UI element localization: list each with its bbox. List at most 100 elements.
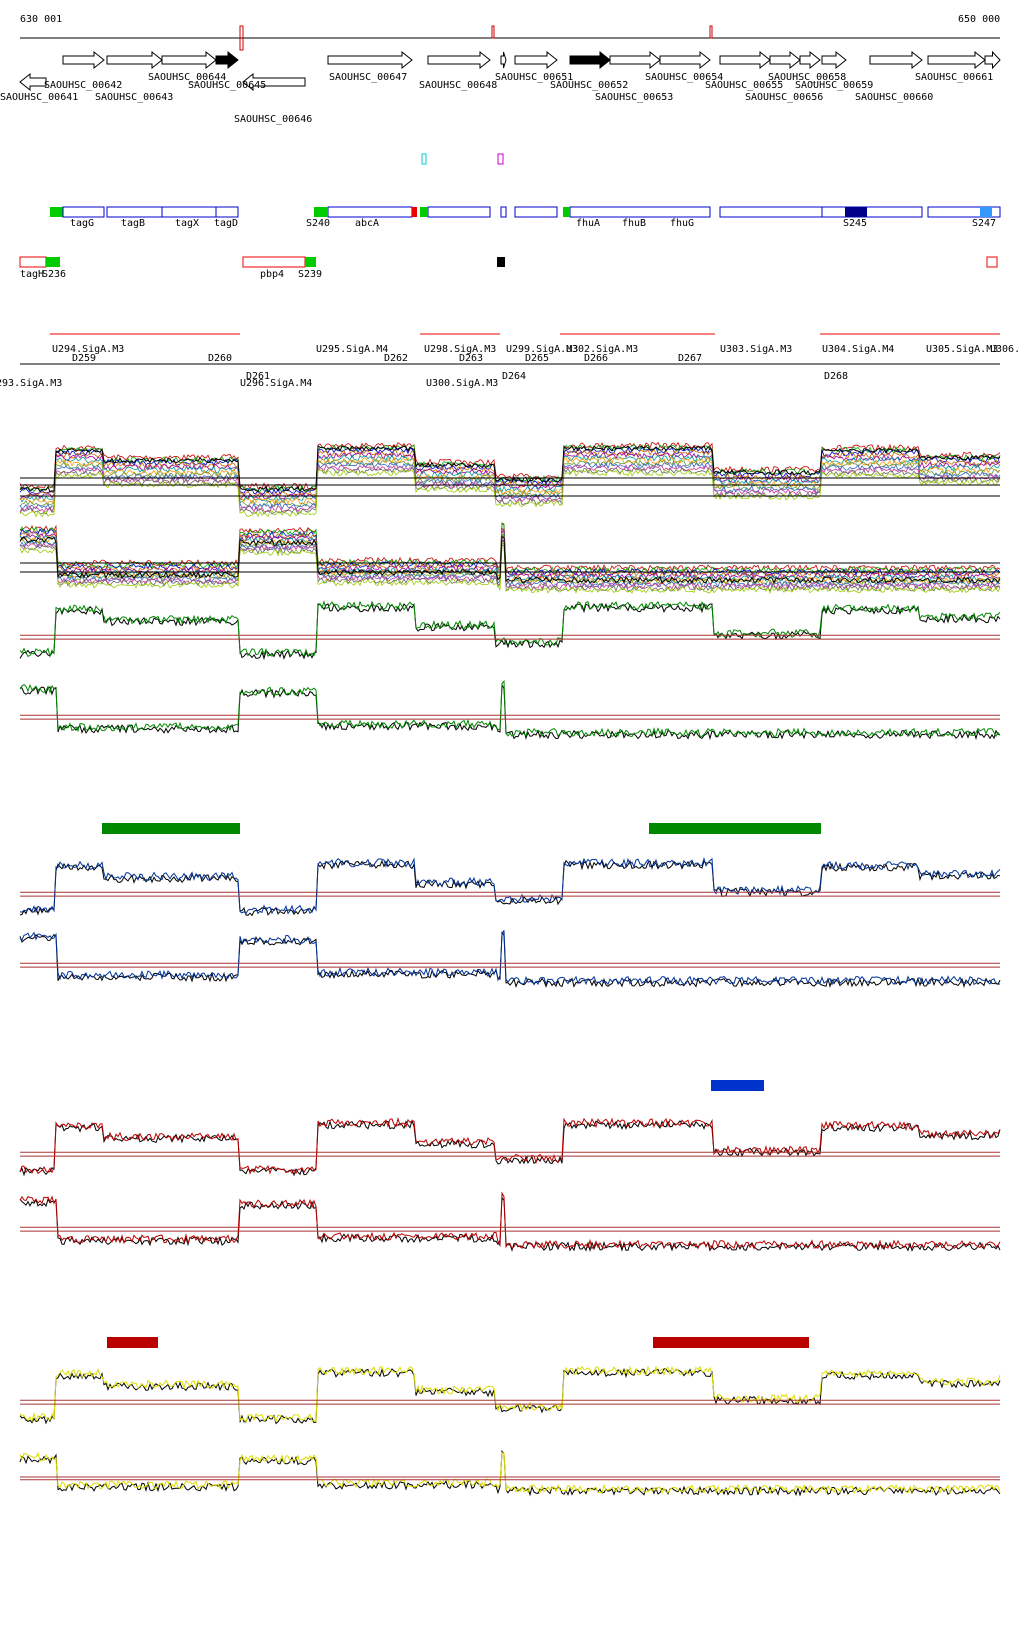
feature-label: fhuG (670, 218, 694, 229)
promoter-label: U293.SigA.M3 (0, 378, 62, 389)
signal-trace (19, 1117, 1001, 1175)
box (50, 207, 63, 217)
gene-arrow (242, 72, 306, 92)
gene-label: SAOUHSC_00642 (44, 80, 122, 91)
feature-label: S236 (42, 269, 66, 280)
feature-label: S245 (843, 218, 867, 229)
gene-label: SAOUHSC_00646 (234, 114, 312, 125)
signal-trace (19, 451, 1001, 500)
gene-label: SAOUHSC_00644 (148, 72, 226, 83)
feature-label: abcA (355, 218, 379, 229)
box (497, 257, 505, 267)
gene-arrow (659, 50, 711, 70)
promoter-label: U300.SigA.M3 (426, 378, 498, 389)
signal-trace (19, 522, 1001, 575)
promoter-label: U306. (990, 344, 1020, 355)
gene-arrow (984, 50, 1001, 70)
box (305, 257, 316, 267)
box (980, 207, 992, 217)
gene-arrow (821, 50, 847, 70)
promoter-label: U294.SigA.M3 (52, 344, 124, 355)
gene-arrow (769, 50, 801, 70)
terminator-label: D268 (824, 371, 848, 382)
feature-label: tagD (214, 218, 238, 229)
feature-label: S240 (306, 218, 330, 229)
promoter-label: U296.SigA.M4 (240, 378, 312, 389)
box (327, 206, 413, 218)
signal-trace (19, 1365, 1001, 1423)
gene-label: SAOUHSC_00641 (0, 92, 78, 103)
gene-track (19, 50, 1001, 92)
terminator-label: D263 (459, 353, 483, 364)
box (719, 206, 847, 218)
box (314, 207, 328, 217)
signal-trace (19, 464, 1001, 513)
gene-arrow (609, 50, 661, 70)
terminator-label: D262 (384, 353, 408, 364)
feature-label: fhuA (576, 218, 600, 229)
box (927, 206, 1001, 218)
marker (421, 153, 427, 165)
bar (649, 823, 821, 834)
gene-label: SAOUHSC_00653 (595, 92, 673, 103)
terminator-label: D264 (502, 371, 526, 382)
promoter-label: U305.SigA.M3 (926, 344, 998, 355)
promoter-label: U295.SigA.M4 (316, 344, 388, 355)
bar (107, 1337, 158, 1348)
gene-arrow (500, 51, 507, 69)
signal-trace (19, 679, 1001, 738)
box (161, 206, 217, 218)
signal-trace (19, 441, 1001, 490)
bars (102, 823, 821, 1348)
box (500, 206, 507, 218)
marker (497, 153, 504, 165)
gene-arrow (106, 50, 163, 70)
gene-arrow (927, 50, 986, 70)
gene-label: SAOUHSC_00659 (795, 80, 873, 91)
signal-trace (19, 930, 1001, 986)
gene-arrow (19, 72, 47, 92)
box (19, 256, 47, 268)
gene-label: SAOUHSC_00655 (705, 80, 783, 91)
gene-arrow (215, 50, 239, 70)
gene-arrow (719, 50, 771, 70)
bar (653, 1337, 809, 1348)
signal-tracks (19, 441, 1001, 1497)
gene-label: SAOUHSC_00648 (419, 80, 497, 91)
gene-label: SAOUHSC_00660 (855, 92, 933, 103)
feature-label: fhuB (622, 218, 646, 229)
signal-trace (19, 445, 1001, 493)
gene-arrow (327, 50, 413, 70)
gene-arrow (161, 50, 217, 70)
signal-trace (19, 469, 1001, 518)
gene-labels: SAOUHSC_00641 SAOUHSC_00642 SAOUHSC_0064… (0, 72, 993, 125)
promoter-label: U302.SigA.M3 (566, 344, 638, 355)
signal-trace (19, 522, 1001, 573)
box (427, 206, 491, 218)
signal-trace (19, 453, 1001, 503)
signal-trace (19, 683, 1001, 741)
box (420, 207, 428, 217)
ruler: 630 001 650 000 (20, 14, 1000, 51)
signal-trace (19, 1367, 1001, 1425)
gene-arrow (869, 50, 923, 70)
box (821, 206, 923, 218)
promoter-label: U303.SigA.M3 (720, 344, 792, 355)
terminator-label: D259 (72, 353, 96, 364)
signal-trace (19, 542, 1001, 595)
box (62, 206, 105, 218)
box (845, 207, 867, 217)
box (986, 256, 998, 268)
box (242, 256, 306, 268)
gene-label: SAOUHSC_00661 (915, 72, 993, 83)
feature-track-2: tagH S236 pbp4 S239 (19, 256, 998, 280)
box (569, 206, 711, 218)
signal-trace (19, 602, 1001, 661)
marker (709, 25, 713, 39)
gene-label: SAOUHSC_00654 (645, 72, 723, 83)
box (215, 206, 239, 218)
feature-label: S239 (298, 269, 322, 280)
signal-trace (19, 600, 1001, 658)
